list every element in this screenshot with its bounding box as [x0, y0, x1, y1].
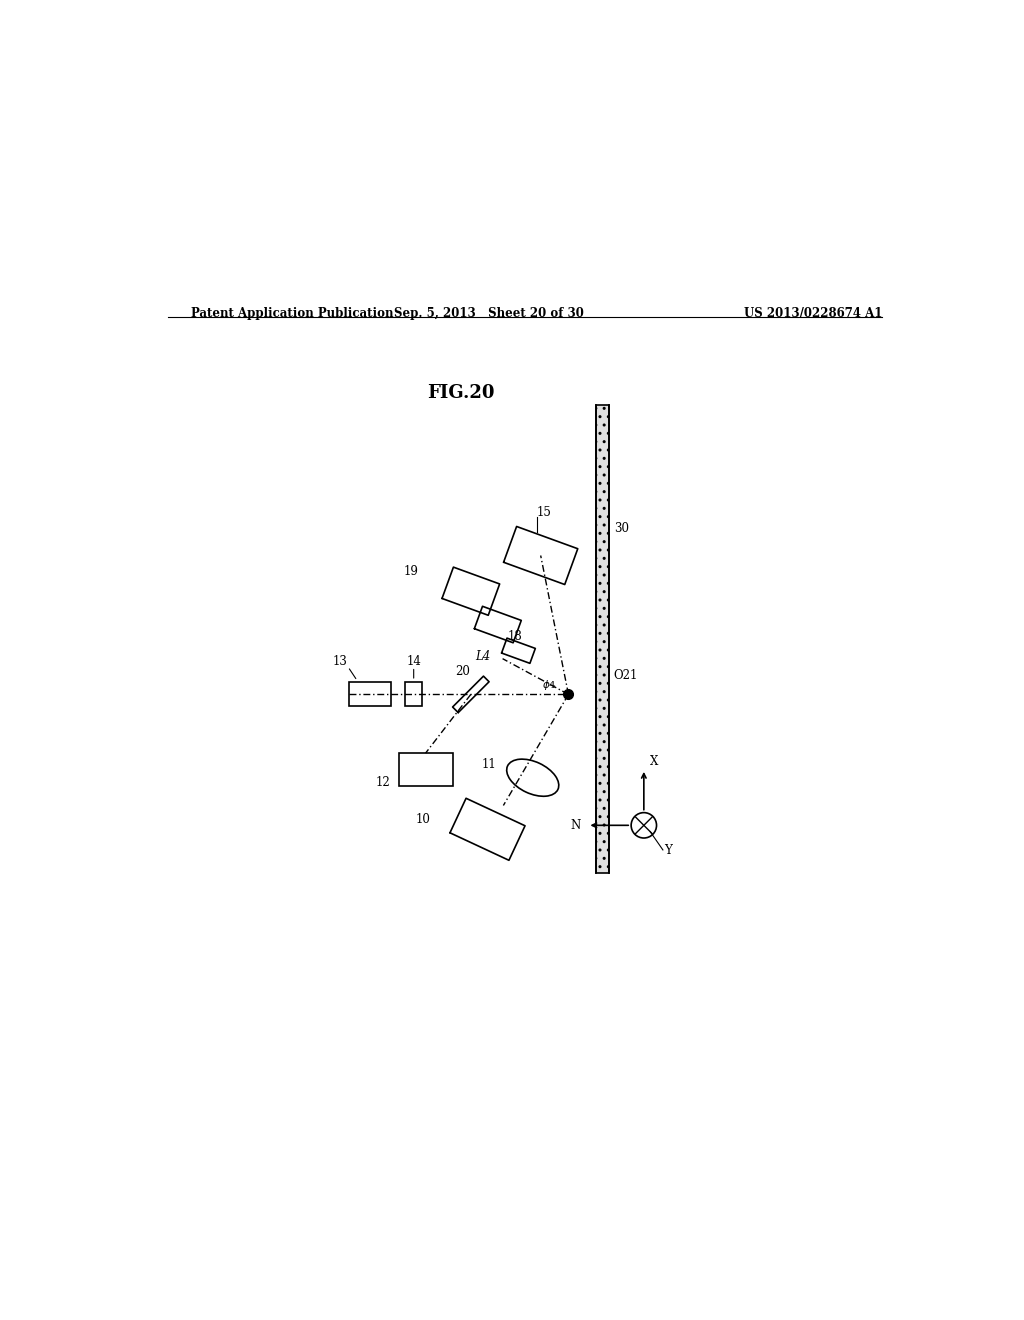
Text: 13: 13 — [332, 655, 347, 668]
Bar — [349, 682, 391, 706]
Text: X: X — [650, 755, 658, 768]
Text: 11: 11 — [481, 758, 496, 771]
Text: O21: O21 — [613, 668, 638, 681]
Bar — [596, 405, 609, 873]
Text: 18: 18 — [507, 631, 522, 643]
Text: 10: 10 — [416, 813, 431, 826]
Text: FIG.20: FIG.20 — [428, 384, 495, 401]
Text: Patent Application Publication: Patent Application Publication — [191, 308, 394, 319]
Text: 19: 19 — [403, 565, 418, 578]
Text: L4: L4 — [475, 651, 490, 663]
Text: Sep. 5, 2013   Sheet 20 of 30: Sep. 5, 2013 Sheet 20 of 30 — [394, 308, 584, 319]
Text: 15: 15 — [537, 506, 552, 519]
Text: N: N — [571, 820, 582, 833]
Text: 30: 30 — [613, 521, 629, 535]
Text: 20: 20 — [455, 664, 470, 677]
Bar — [404, 682, 423, 706]
Text: 14: 14 — [407, 655, 421, 668]
Text: $\phi$4: $\phi$4 — [543, 678, 557, 692]
Text: US 2013/0228674 A1: US 2013/0228674 A1 — [743, 308, 882, 319]
Text: 12: 12 — [376, 776, 391, 788]
Text: Y: Y — [665, 843, 673, 857]
Bar — [398, 754, 453, 787]
